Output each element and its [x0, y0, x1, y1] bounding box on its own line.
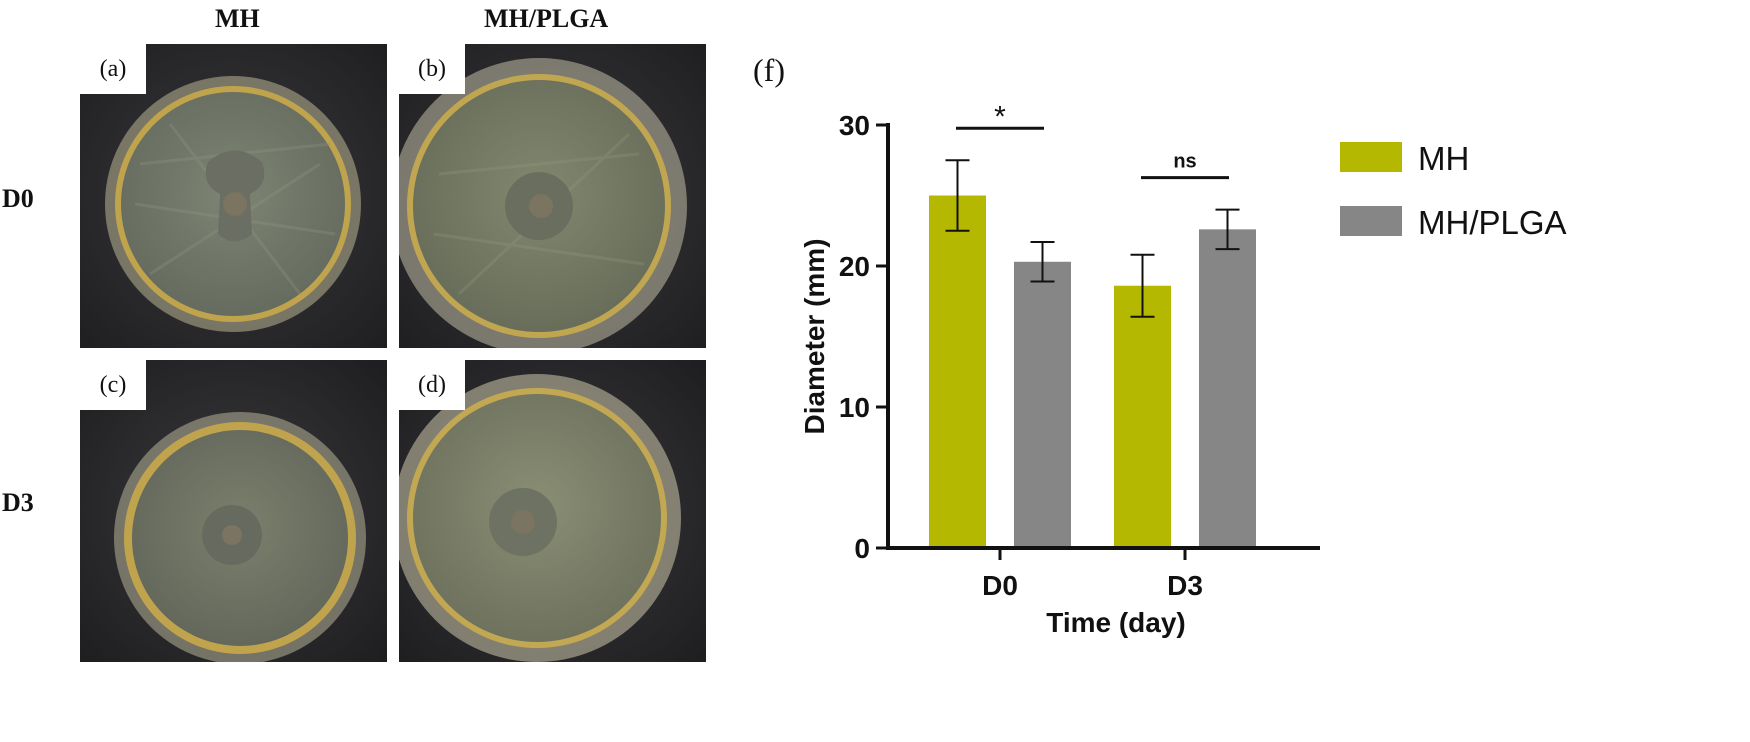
row-header-d3: D3 — [2, 488, 34, 517]
column-header-mh: MH — [215, 4, 260, 33]
panel-label-a: (a) — [80, 44, 146, 94]
x-tick-label-d3: D3 — [1167, 570, 1203, 601]
panel-label-b: (b) — [399, 44, 465, 94]
petri-dish-image-a — [80, 44, 387, 348]
y-tick-label: 20 — [839, 251, 870, 282]
bar-mh-d0 — [929, 195, 986, 548]
legend-label-mh: MH — [1418, 140, 1469, 177]
panel-label-f: (f) — [753, 52, 785, 88]
row-header-d0: D0 — [2, 184, 34, 213]
bar-chart: 0 10 20 30 D0 D3 Time (day) Diameter (mm) * ns MH M… — [799, 100, 1567, 638]
petri-dish-image-d — [399, 360, 706, 662]
petri-dish-photo-b: (b) — [399, 44, 706, 348]
legend-swatch-mh-plga — [1340, 206, 1402, 236]
significance-label-d0: * — [994, 100, 1006, 133]
petri-dish-photo-a: (a) — [80, 44, 387, 348]
x-tick-label-d0: D0 — [982, 570, 1018, 601]
y-tick-label: 30 — [839, 110, 870, 141]
bar-mh-plga-d3 — [1199, 229, 1256, 548]
x-axis-label: Time (day) — [1046, 607, 1186, 638]
panel-label-c: (c) — [80, 360, 146, 410]
legend-swatch-mh — [1340, 142, 1402, 172]
y-tick-label: 0 — [854, 533, 870, 564]
petri-dish-photo-d: (d) — [399, 360, 706, 662]
bar-mh-plga-d0 — [1014, 261, 1071, 548]
petri-dish-photo-c: (c) — [80, 360, 387, 662]
bar-mh-d3 — [1114, 285, 1171, 548]
petri-dish-image-b — [399, 44, 706, 348]
significance-label-d3: ns — [1173, 151, 1196, 173]
petri-dish-image-c — [80, 360, 387, 662]
y-tick-label: 10 — [839, 392, 870, 423]
y-axis-label: Diameter (mm) — [799, 238, 830, 434]
column-header-mh-plga: MH/PLGA — [484, 4, 609, 33]
panel-label-d: (d) — [399, 360, 465, 410]
legend-label-mh-plga: MH/PLGA — [1418, 204, 1567, 241]
